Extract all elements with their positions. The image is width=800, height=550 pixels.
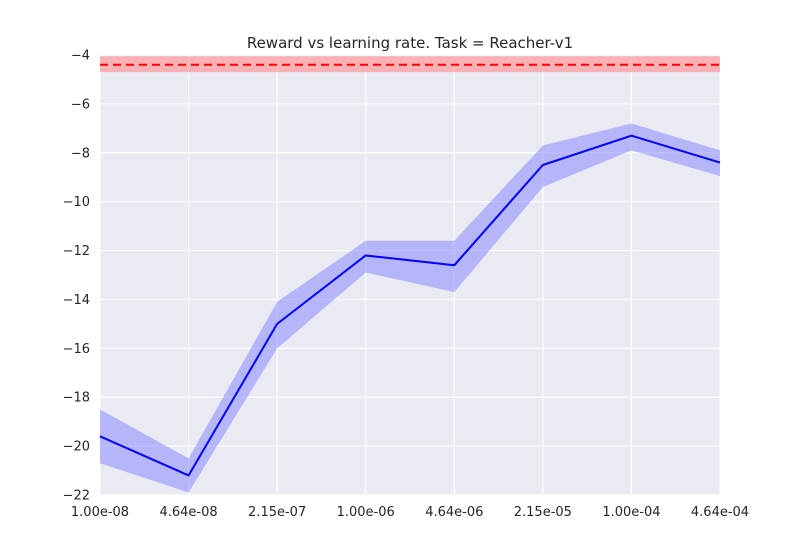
y-tick-label-8: −6 bbox=[71, 97, 90, 112]
x-axis: 1.00e-08 4.64e-08 2.15e-07 1.00e-06 4.64e-06… bbox=[71, 505, 749, 520]
reference-layer bbox=[100, 56, 720, 73]
y-tick-label-6: −10 bbox=[63, 195, 90, 210]
y-tick-label-7: −8 bbox=[71, 146, 90, 161]
x-tick-label-3: 1.00e-06 bbox=[337, 505, 395, 520]
y-tick-label-2: −18 bbox=[63, 391, 90, 406]
x-tick-label-5: 2.15e-05 bbox=[514, 505, 572, 520]
x-tick-label-7: 4.64e-04 bbox=[691, 505, 749, 520]
y-axis: −22 −20 −18 −16 −14 −12 −10 −8 −6 −4 bbox=[63, 49, 90, 504]
x-tick-label-0: 1.00e-08 bbox=[71, 505, 129, 520]
y-tick-label-1: −20 bbox=[63, 440, 90, 455]
y-tick-label-5: −12 bbox=[63, 244, 90, 259]
x-tick-label-6: 1.00e-04 bbox=[602, 505, 660, 520]
x-tick-label-4: 4.64e-06 bbox=[425, 505, 483, 520]
y-tick-label-4: −14 bbox=[63, 293, 90, 308]
reference-band bbox=[100, 56, 720, 73]
series-0-line bbox=[99, 134, 721, 477]
series-0-confidence-band bbox=[100, 123, 720, 493]
y-tick-label-3: −16 bbox=[63, 342, 90, 357]
y-tick-label-9: −4 bbox=[71, 49, 90, 64]
series-layer bbox=[99, 123, 721, 493]
y-tick-label-0: −22 bbox=[63, 489, 90, 504]
x-tick-label-2: 2.15e-07 bbox=[248, 505, 306, 520]
x-tick-label-1: 4.64e-08 bbox=[159, 505, 217, 520]
chart-title: Reward vs learning rate. Task = Reacher-… bbox=[247, 34, 573, 52]
